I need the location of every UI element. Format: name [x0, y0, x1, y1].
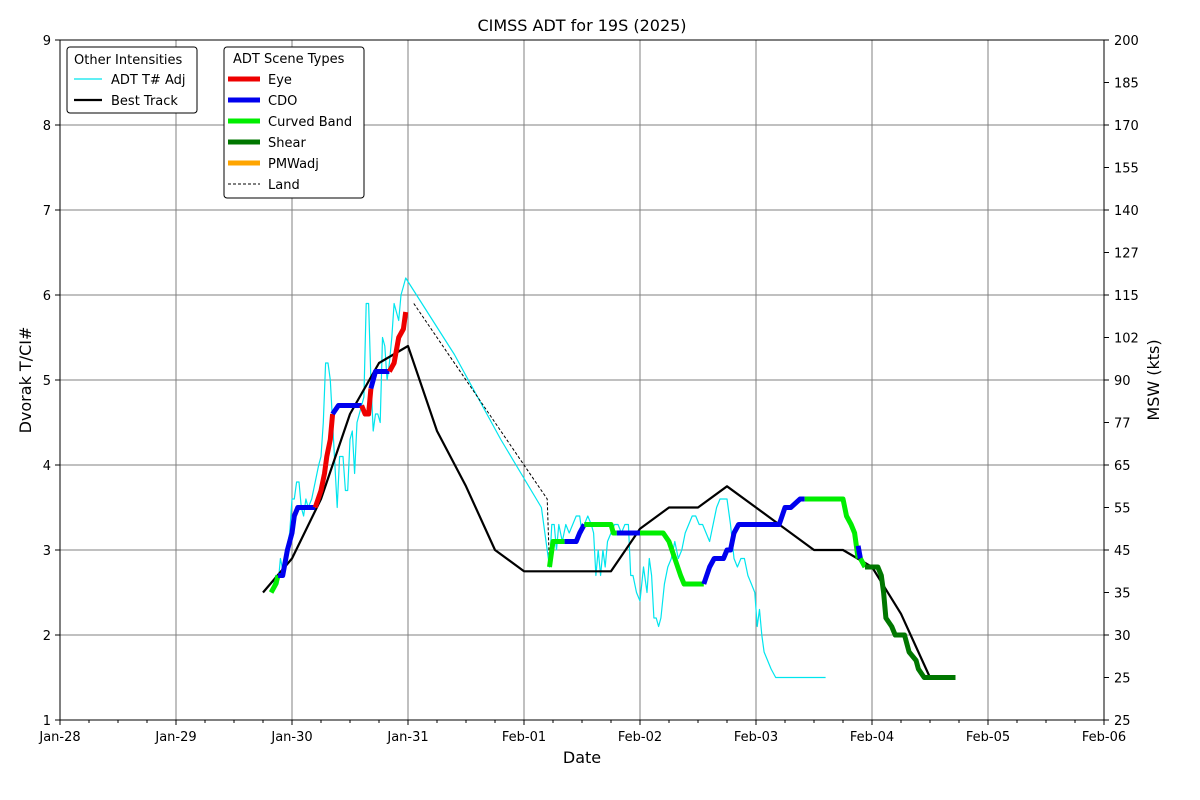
- right-tick-label: 35: [1114, 587, 1131, 602]
- scene-segment-cdo: [701, 496, 805, 585]
- right-tick-label: 115: [1114, 289, 1139, 304]
- legend-label-cdo: CDO: [268, 94, 297, 109]
- y-axis-right-title: MSW (kts): [1144, 339, 1163, 420]
- right-tick-label: 155: [1114, 162, 1139, 177]
- scene-segment-shear: [865, 564, 956, 680]
- scene-segment-curved-band: [858, 557, 868, 569]
- legend-other-title: Other Intensities: [74, 53, 183, 68]
- right-tick-label: 65: [1114, 459, 1131, 474]
- scene-segment-cdo: [278, 505, 316, 578]
- scene-segment-cdo: [368, 369, 390, 390]
- right-tick-label: 25: [1114, 714, 1131, 729]
- legend-label-pmwadj: PMWadj: [268, 157, 319, 172]
- y-axis-left: 1 2 3 4 5 6 7 8 9: [43, 34, 60, 729]
- scene-segment-cdo: [330, 403, 362, 416]
- chart-title: CIMSS ADT for 19S (2025): [477, 16, 686, 35]
- right-tick-label: 30: [1114, 629, 1131, 644]
- scene-segment-cdo: [564, 523, 587, 544]
- x-tick-label: Jan-31: [386, 730, 428, 745]
- scene-segment-eye: [387, 311, 409, 373]
- right-tick-label: 185: [1114, 77, 1139, 92]
- right-tick-label: 77: [1114, 417, 1131, 432]
- legend-label-eye: Eye: [268, 73, 292, 88]
- legend-label-curved-band: Curved Band: [268, 115, 352, 130]
- x-tick-label: Feb-05: [966, 730, 1010, 745]
- x-tick-label: Feb-06: [1082, 730, 1126, 745]
- y-tick-label: 5: [43, 374, 51, 389]
- x-axis-title: Date: [563, 748, 601, 767]
- legend-label-land: Land: [268, 178, 300, 193]
- x-axis: Jan-28 Jan-29 Jan-30 Jan-31 Feb-01 Feb-02 Feb-…: [38, 720, 1126, 745]
- y-tick-label: 2: [43, 629, 51, 644]
- y-tick-label: 4: [43, 459, 51, 474]
- scene-segment-curved-band: [268, 574, 281, 594]
- right-tick-label: 45: [1114, 544, 1131, 559]
- right-tick-label: 55: [1114, 502, 1131, 517]
- right-tick-label: 200: [1114, 34, 1139, 49]
- x-tick-label: Feb-02: [618, 730, 662, 745]
- legend-other-box: [66, 46, 198, 114]
- y-axis-right: 25 25 30 35 45 55 65 77 90 102 115 127 140 155 170 185 2…: [1104, 34, 1139, 729]
- right-tick-label: 90: [1114, 374, 1131, 389]
- scene-segment-cdo: [855, 545, 863, 559]
- y-tick-label: 1: [43, 714, 51, 729]
- series-adt-t-adj: [270, 277, 826, 679]
- y-tick-label: 7: [43, 204, 51, 219]
- series-best-track: [262, 344, 932, 678]
- scene-segment-curved-band: [584, 522, 617, 536]
- y-axis-left-title: Dvorak T/CI#: [16, 327, 35, 434]
- y-tick-label: 3: [43, 544, 51, 559]
- right-tick-label: 102: [1114, 332, 1139, 347]
- scene-segment-eye: [359, 388, 374, 417]
- legend-scene-title: ADT Scene Types: [233, 52, 345, 67]
- x-tick-label: Jan-30: [270, 730, 312, 745]
- right-tick-label: 170: [1114, 119, 1139, 134]
- legend-label-best-track: Best Track: [111, 94, 178, 109]
- right-tick-label: 25: [1114, 672, 1131, 687]
- legend-label-shear: Shear: [268, 136, 306, 151]
- x-tick-label: Feb-01: [502, 730, 546, 745]
- x-tick-label: Feb-03: [734, 730, 778, 745]
- scene-segment-curved-band: [547, 539, 565, 568]
- legend-scene-box: [223, 46, 365, 199]
- right-tick-label: 140: [1114, 204, 1139, 219]
- legend-other-intensities: Other Intensities ADT T# Adj Best Track: [66, 46, 198, 114]
- right-tick-label: 127: [1114, 247, 1139, 262]
- series-layer: [262, 277, 956, 680]
- scene-segment-eye: [312, 413, 336, 509]
- legend-label-adt-t-adj: ADT T# Adj: [111, 73, 185, 88]
- x-tick-label: Jan-28: [38, 730, 80, 745]
- series-land: [413, 303, 550, 568]
- scene-segment-curved-band: [804, 496, 861, 559]
- scene-segment-curved-band: [640, 530, 704, 587]
- x-tick-label: Feb-04: [850, 730, 894, 745]
- y-tick-label: 6: [43, 289, 51, 304]
- y-tick-label: 8: [43, 119, 51, 134]
- x-tick-label: Jan-29: [154, 730, 196, 745]
- legend-scene-types: ADT Scene Types Eye CDO Curved Band Shea…: [223, 46, 365, 199]
- y-tick-label: 9: [43, 34, 51, 49]
